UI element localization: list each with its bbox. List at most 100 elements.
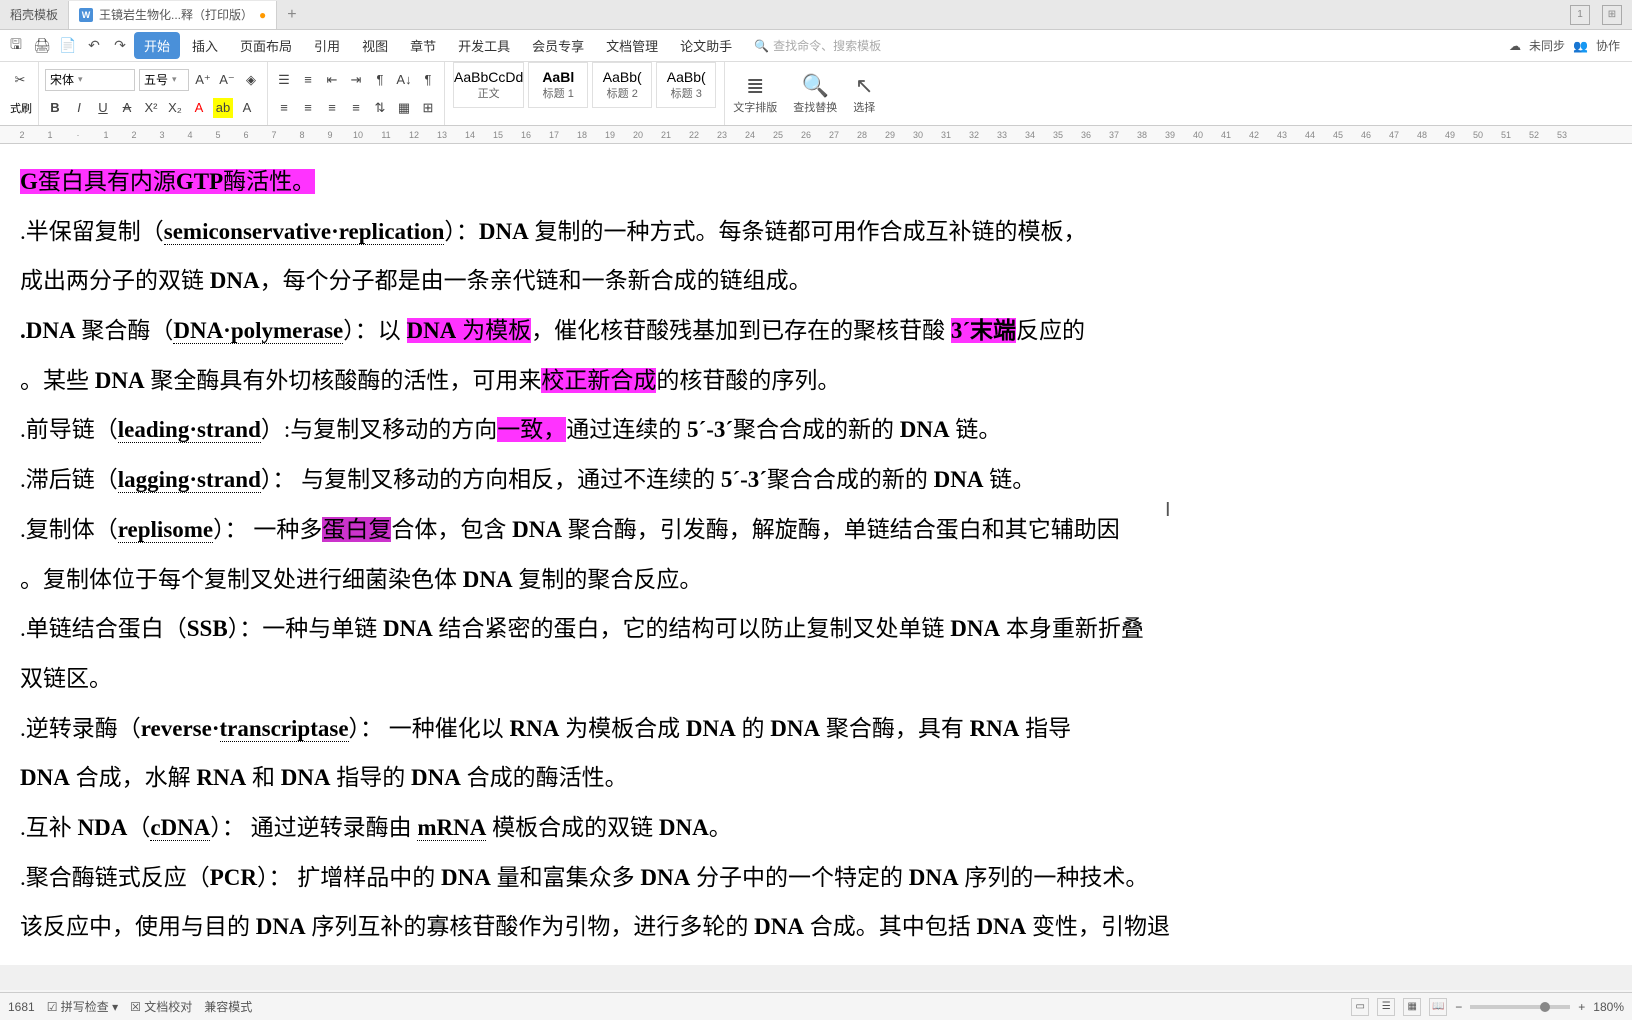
menu-ref[interactable]: 引用 xyxy=(304,32,350,59)
doc-line: 。某些 DNA 聚全酶具有外切核酸酶的活性，可用来校正新合成的核苷酸的序列。 xyxy=(20,359,1612,403)
line-spacing-icon[interactable]: ⇅ xyxy=(370,98,390,118)
strike-button[interactable]: A xyxy=(117,98,137,118)
style-normal[interactable]: AaBbCcDd正文 xyxy=(453,62,524,108)
grid-icon[interactable]: ⊞ xyxy=(1602,5,1622,25)
menu-start[interactable]: 开始 xyxy=(134,32,180,59)
bullets-icon[interactable]: ☰ xyxy=(274,70,294,90)
cut-icon[interactable]: ✂ xyxy=(10,70,30,90)
show-marks-icon[interactable]: ¶ xyxy=(418,70,438,90)
numbering-icon[interactable]: ≡ xyxy=(298,70,318,90)
cloud-sync-icon[interactable]: ☁ xyxy=(1509,39,1521,53)
ltr-icon[interactable]: ¶ xyxy=(370,70,390,90)
document-area[interactable]: G蛋白具有内源GTP酶活性。 .半保留复制（semiconservative·r… xyxy=(0,144,1632,990)
align-right-icon[interactable]: ≡ xyxy=(322,98,342,118)
coop-label[interactable]: 协作 xyxy=(1596,37,1620,54)
doc-line: .单链结合蛋白（SSB）：一种与单链 DNA 结合紧密的蛋白，它的结构可以防止复… xyxy=(20,607,1612,651)
menu-chapter[interactable]: 章节 xyxy=(400,32,446,59)
tab-document[interactable]: W 王镜岩生物化...释（打印版） ● xyxy=(69,1,277,29)
doc-line: .逆转录酶（reverse·transcriptase）： 一种催化以 RNA … xyxy=(20,707,1612,751)
select-button[interactable]: ↖选择 xyxy=(845,69,883,119)
doc-line: .滞后链（lagging·strand）： 与复制叉移动的方向相反，通过不连续的… xyxy=(20,458,1612,502)
doc-line: .互补 NDA（cDNA）： 通过逆转录酶由 mRNA 模板合成的双链 DNA。 xyxy=(20,806,1612,850)
font-size-combo[interactable]: 五号 xyxy=(139,69,189,91)
tab-add-button[interactable]: + xyxy=(277,6,306,24)
window-mode-icon[interactable]: 1 xyxy=(1570,5,1590,25)
word-icon: W xyxy=(79,8,93,22)
menu-insert[interactable]: 插入 xyxy=(182,32,228,59)
borders-icon[interactable]: ⊞ xyxy=(418,98,438,118)
font-color-button[interactable]: A xyxy=(189,98,209,118)
doc-line: 成出两分子的双链 DNA，每个分子都是由一条亲代链和一条新合成的链组成。 xyxy=(20,259,1612,303)
font-shrink-icon[interactable]: A⁻ xyxy=(217,70,237,90)
char-border-button[interactable]: A xyxy=(237,98,257,118)
coop-icon[interactable]: 👥 xyxy=(1573,39,1588,53)
find-replace-button[interactable]: 🔍查找替换 xyxy=(785,69,845,119)
clear-format-icon[interactable]: ◈ xyxy=(241,70,261,90)
style-h1[interactable]: AaBl标题 1 xyxy=(528,62,588,108)
align-left-icon[interactable]: ≡ xyxy=(274,98,294,118)
indent-dec-icon[interactable]: ⇤ xyxy=(322,70,342,90)
doc-line: .聚合酶链式反应（PCR）： 扩增样品中的 DNA 量和富集众多 DNA 分子中… xyxy=(20,856,1612,900)
doc-line: 。复制体位于每个复制叉处进行细菌染色体 DNA 复制的聚合反应。 xyxy=(20,558,1612,602)
indent-inc-icon[interactable]: ⇥ xyxy=(346,70,366,90)
menu-layout[interactable]: 页面布局 xyxy=(230,32,302,59)
align-justify-icon[interactable]: ≡ xyxy=(346,98,366,118)
command-search[interactable]: 🔍 查找命令、搜索模板 xyxy=(754,37,881,54)
menu-paper[interactable]: 论文助手 xyxy=(670,32,742,59)
doc-line: .半保留复制（semiconservative·replication）：DNA… xyxy=(20,210,1612,254)
sub-button[interactable]: X₂ xyxy=(165,98,185,118)
layout-icon: ≣ xyxy=(746,73,764,99)
style-h3[interactable]: AaBb(标题 3 xyxy=(656,62,716,108)
tab-label: 稻壳模板 xyxy=(10,6,58,23)
zoom-out-button[interactable]: − xyxy=(1455,1000,1462,1014)
text-cursor-icon: I xyxy=(1165,499,1171,522)
highlight-button[interactable]: ab xyxy=(213,98,233,118)
zoom-slider[interactable] xyxy=(1470,1005,1570,1009)
undo-icon[interactable]: ↶ xyxy=(82,34,106,58)
font-grow-icon[interactable]: A⁺ xyxy=(193,70,213,90)
document-page: G蛋白具有内源GTP酶活性。 .半保留复制（semiconservative·r… xyxy=(0,144,1632,965)
menu-docmgr[interactable]: 文档管理 xyxy=(596,32,668,59)
doc-line: G蛋白具有内源GTP酶活性。 xyxy=(20,160,1612,204)
preview-icon[interactable]: 📄 xyxy=(56,34,80,58)
zoom-thumb[interactable] xyxy=(1540,1002,1550,1012)
sync-status[interactable]: 未同步 xyxy=(1529,37,1565,54)
tab-templates[interactable]: 稻壳模板 xyxy=(0,1,69,29)
doc-line: DNA 合成，水解 RNA 和 DNA 指导的 DNA 合成的酶活性。 xyxy=(20,756,1612,800)
underline-button[interactable]: U xyxy=(93,98,113,118)
zoom-level[interactable]: 180% xyxy=(1593,1000,1624,1014)
style-h2[interactable]: AaBb(标题 2 xyxy=(592,62,652,108)
italic-button[interactable]: I xyxy=(69,98,89,118)
align-center-icon[interactable]: ≡ xyxy=(298,98,318,118)
shading-icon[interactable]: ▦ xyxy=(394,98,414,118)
ribbon-styles: AaBbCcDd正文 AaBl标题 1 AaBb(标题 2 AaBb(标题 3 xyxy=(445,62,725,125)
redo-icon[interactable]: ↷ xyxy=(108,34,132,58)
view-outline-icon[interactable]: ☰ xyxy=(1377,998,1395,1016)
format-painter[interactable]: 式刷 xyxy=(10,100,32,116)
doc-line: .复制体（replisome）： 一种多蛋白复合体，包含 DNA 聚合酶，引发酶… xyxy=(20,508,1612,552)
doc-proof[interactable]: ☒ 文档校对 xyxy=(130,998,192,1015)
menu-member[interactable]: 会员专享 xyxy=(522,32,594,59)
cursor-icon: ↖ xyxy=(855,73,873,99)
zoom-in-button[interactable]: + xyxy=(1578,1000,1585,1014)
spell-check[interactable]: ☑ 拼写检查 ▾ xyxy=(47,998,118,1015)
bold-button[interactable]: B xyxy=(45,98,65,118)
text-layout-button[interactable]: ≣文字排版 xyxy=(725,69,785,119)
super-button[interactable]: X² xyxy=(141,98,161,118)
menu-bar: 🖫 🖨 📄 ↶ ↷ 开始 插入 页面布局 引用 视图 章节 开发工具 会员专享 … xyxy=(0,30,1632,62)
word-count[interactable]: 1681 xyxy=(8,1000,35,1014)
save-icon[interactable]: 🖫 xyxy=(4,34,28,58)
sort-icon[interactable]: A↓ xyxy=(394,70,414,90)
menu-dev[interactable]: 开发工具 xyxy=(448,32,520,59)
print-icon[interactable]: 🖨 xyxy=(30,34,54,58)
view-page-icon[interactable]: ▭ xyxy=(1351,998,1369,1016)
title-bar: 稻壳模板 W 王镜岩生物化...释（打印版） ● + 1 ⊞ xyxy=(0,0,1632,30)
font-family-combo[interactable]: 宋体 xyxy=(45,69,135,91)
view-read-icon[interactable]: 📖 xyxy=(1429,998,1447,1016)
ribbon-font: 宋体 五号 A⁺ A⁻ ◈ B I U A X² X₂ A ab A xyxy=(39,62,268,125)
menu-view[interactable]: 视图 xyxy=(352,32,398,59)
find-icon: 🔍 xyxy=(802,73,829,99)
window-controls: 1 ⊞ xyxy=(1570,5,1632,25)
view-web-icon[interactable]: ▦ xyxy=(1403,998,1421,1016)
horizontal-ruler[interactable]: 21·1234567891011121314151617181920212223… xyxy=(0,126,1632,144)
